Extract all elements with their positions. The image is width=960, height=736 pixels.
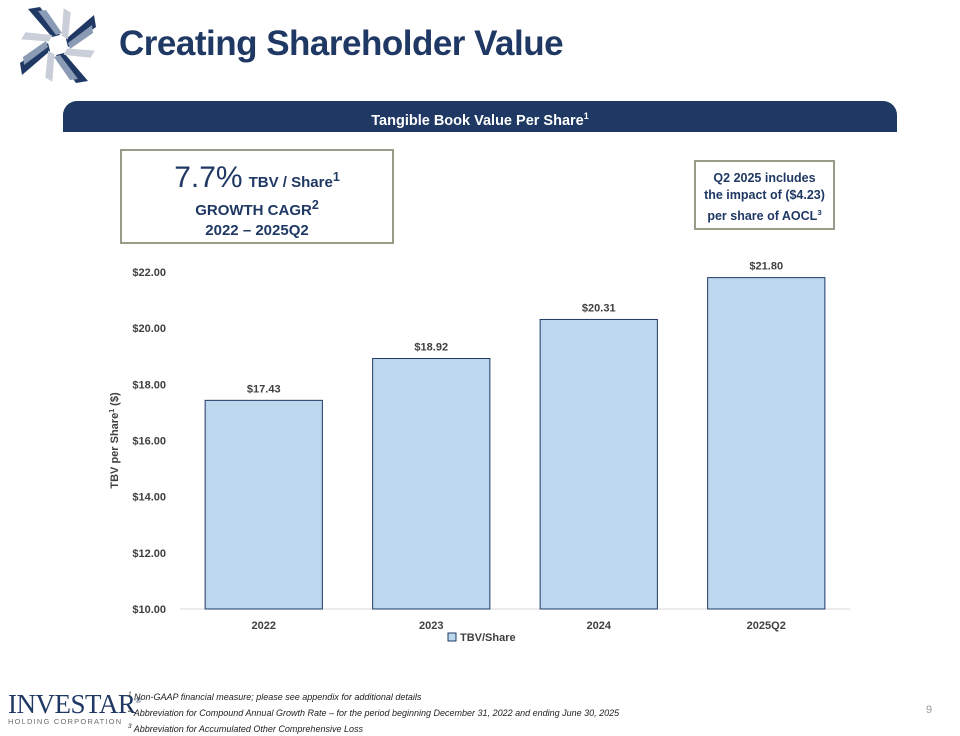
footnote-1-num: 1 [128,691,132,698]
page-title: Creating Shareholder Value [119,24,564,63]
y-tick-label: $12.00 [132,548,166,560]
note-line3-sup: 3 [817,208,822,217]
banner-text: Tangible Book Value Per Share [371,112,584,129]
data-label: $21.80 [749,261,783,273]
data-label: $18.92 [414,341,448,353]
cagr-line2-text: GROWTH CAGR [195,202,312,219]
investar-logo-subtitle: HOLDING CORPORATION [8,717,123,726]
y-tick-label: $20.00 [132,323,166,335]
cagr-period: 2022 – 2025Q2 [205,222,309,239]
legend-swatch [447,632,457,642]
footnote-3-num: 3 [128,723,132,730]
footnote-3: 3 Abbreviation for Accumulated Other Com… [128,720,619,736]
x-tick-label: 2022 [252,620,276,632]
y-axis-label-text: TBV per Share [109,413,121,489]
x-tick-label: 2023 [419,620,443,632]
y-tick-label: $14.00 [132,492,166,504]
bar-2023 [372,357,491,610]
investar-logo-text: INVESTAR [8,689,136,719]
bar-2024 [539,318,658,610]
cagr-line2: GROWTH CAGR2 [122,195,392,221]
banner-sup: 1 [583,111,589,121]
bar-2022 [204,399,323,610]
footnote-3-text: Abbreviation for Accumulated Other Compr… [133,724,363,734]
footnotes: 1 Non-GAAP financial measure; please see… [128,688,619,736]
company-logo-icon [20,7,96,83]
x-tick-label: 2025Q2 [747,620,786,632]
note-line3-text: per share of AOCL [707,209,818,224]
footnote-2-num: 2 [128,707,132,714]
footnote-2-text: Abbreviation for Compound Annual Growth … [133,708,620,718]
y-axis-label: TBV per Share1 ($) [109,392,121,489]
cagr-value: 7.7% [174,161,243,194]
cagr-label: TBV / Share1 [248,170,340,191]
cagr-label-text: TBV / Share [248,174,333,191]
legend-label: TBV/Share [460,632,516,644]
data-label: $20.31 [582,302,616,314]
x-tick-label: 2024 [587,620,612,632]
section-banner: Tangible Book Value Per Share1 [63,101,897,132]
y-axis-label-unit: ($) [109,392,121,409]
footnote-2: 2 Abbreviation for Compound Annual Growt… [128,704,619,720]
cagr-callout-box: 7.7% TBV / Share1 GROWTH CAGR2 2022 – 202… [120,149,394,244]
investar-logo-tm: ® [135,696,141,705]
data-label: $17.43 [247,383,281,395]
y-tick-label: $18.00 [132,379,166,391]
footnote-1-text: Non-GAAP financial measure; please see a… [134,692,422,702]
cagr-line2-sup: 2 [311,198,319,212]
y-tick-label: $10.00 [132,604,166,616]
footnote-1: 1 Non-GAAP financial measure; please see… [128,688,619,704]
investar-logo: INVESTAR® HOLDING CORPORATION [8,688,141,727]
bar-2025Q2 [707,277,826,610]
note-line2: the impact of ($4.23) [704,188,825,202]
aocl-note-box: Q2 2025 includes the impact of ($4.23) p… [694,160,835,230]
note-line1: Q2 2025 includes [713,171,816,185]
investar-logo-name: INVESTAR® [8,688,141,718]
note-line3: per share of AOCL3 [696,204,833,225]
cagr-label-sup: 1 [332,170,340,184]
page-number: 9 [926,704,933,716]
y-axis-label-sup: 1 [109,409,116,413]
y-tick-label: $16.00 [132,436,166,448]
y-tick-label: $22.00 [132,267,166,279]
